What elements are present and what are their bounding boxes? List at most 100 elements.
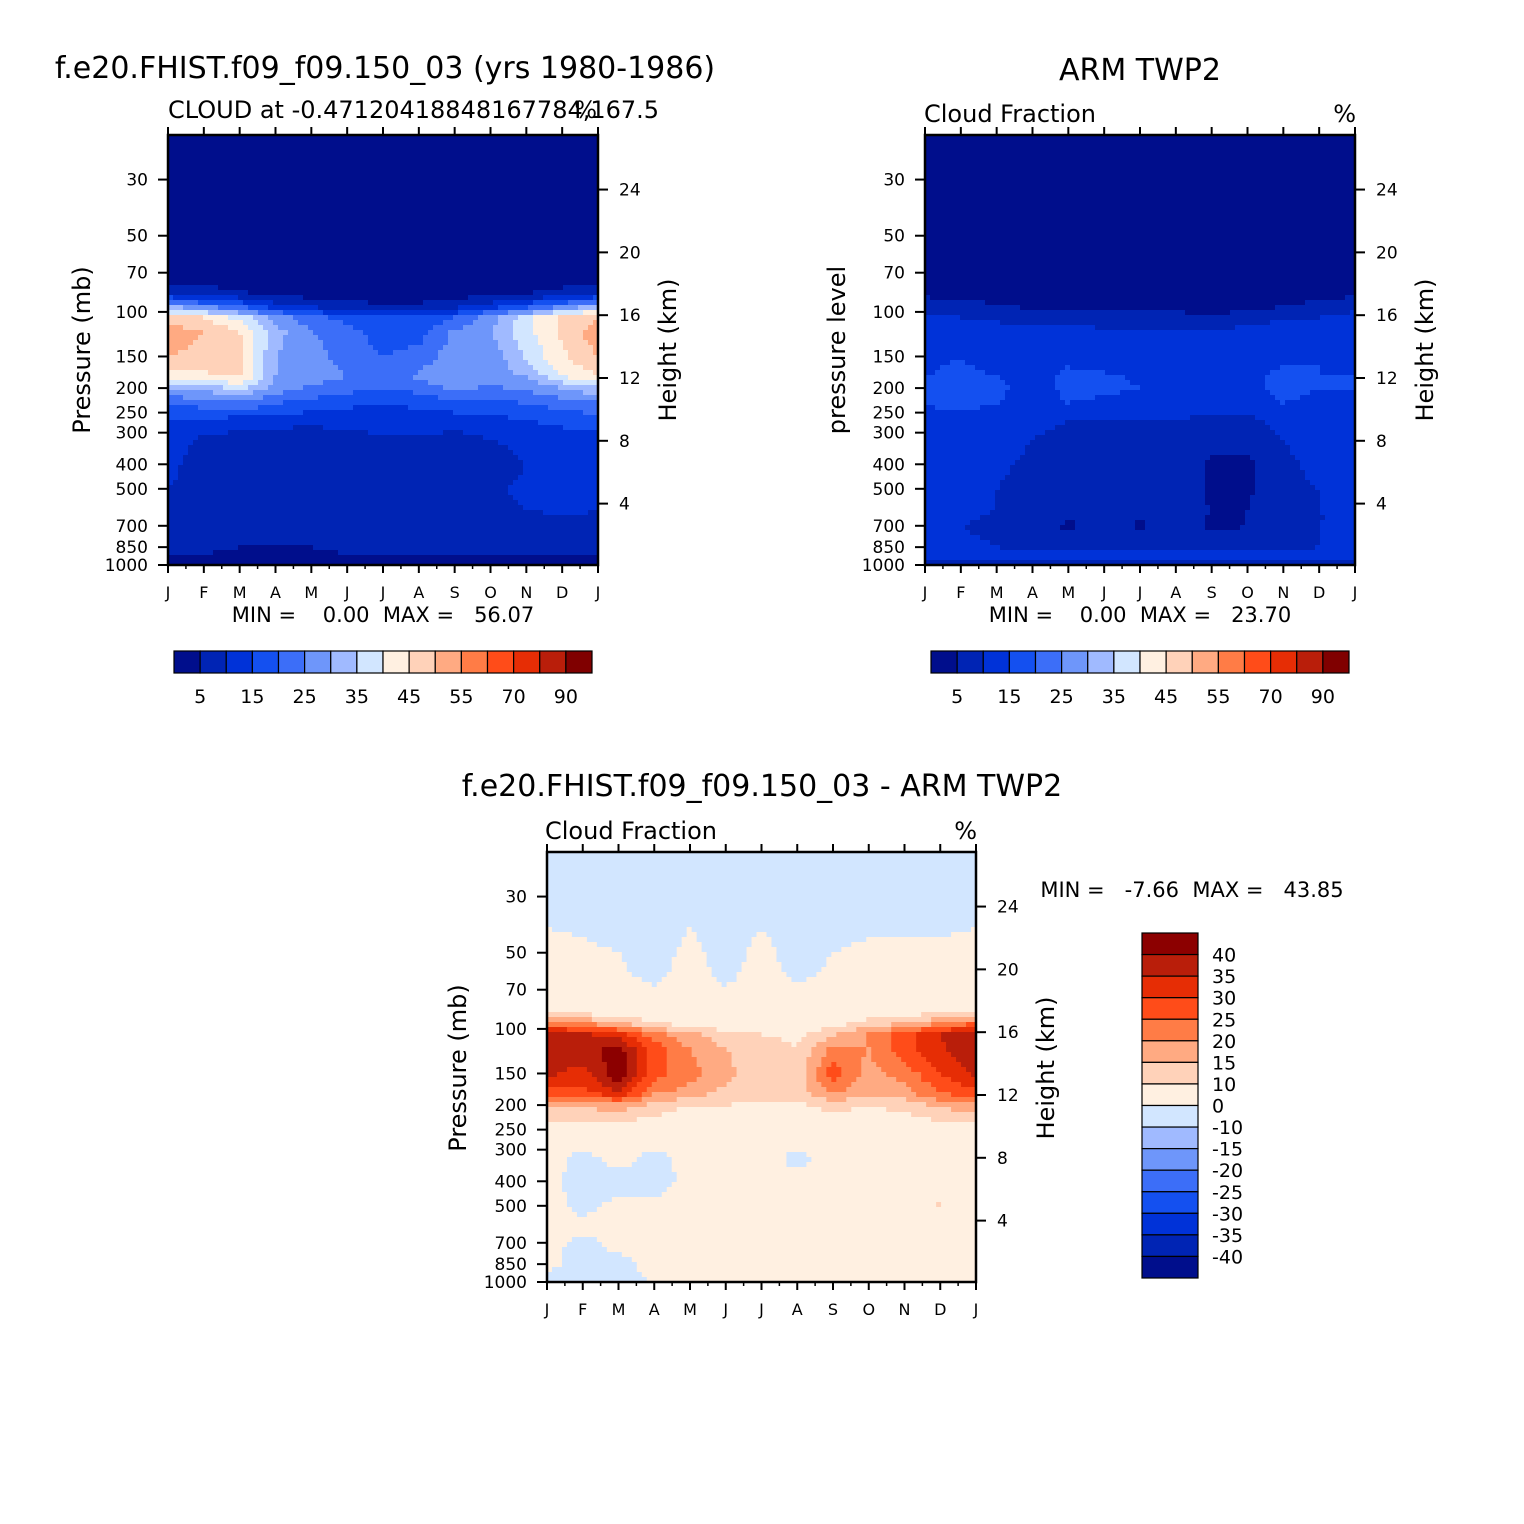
contour-cell — [931, 1117, 977, 1123]
x-tick-label: A — [270, 583, 281, 602]
contour-cell — [901, 1057, 927, 1063]
y-tick-label: 250 — [495, 1121, 527, 1141]
contour-cell — [168, 485, 509, 491]
contour-cell — [593, 295, 599, 301]
contour-cell — [691, 1047, 728, 1053]
contour-cell — [736, 977, 793, 983]
contour-cell — [701, 1032, 763, 1038]
contour-cell — [586, 937, 683, 943]
contour-cell — [626, 1067, 638, 1073]
contour-cell — [925, 250, 1356, 256]
contour-cell — [861, 1067, 882, 1073]
contour-cell — [168, 510, 544, 516]
contour-cell — [990, 510, 1211, 516]
contour-cell — [547, 952, 623, 958]
contour-cell — [478, 315, 499, 321]
contour-cell — [448, 330, 494, 336]
contour-cell — [925, 245, 1356, 251]
contour-cell — [925, 350, 1356, 356]
contour-cell — [696, 1062, 733, 1068]
contour-cell — [816, 1077, 832, 1083]
contour-cell — [588, 510, 599, 516]
contour-cell — [676, 952, 708, 958]
contour-cell — [547, 962, 628, 968]
contour-cell — [547, 942, 598, 948]
contour-cell — [631, 1077, 643, 1083]
contour-cell — [666, 972, 713, 978]
contour-cell — [168, 225, 599, 231]
contour-cell — [1305, 475, 1356, 481]
contour-cell — [561, 1247, 608, 1253]
contour-cell — [547, 1047, 603, 1053]
contour-cell — [1320, 520, 1356, 526]
contour-cell — [980, 405, 1356, 411]
contour-cell — [543, 510, 589, 516]
contour-cell — [168, 375, 254, 381]
x-tick-label: A — [1170, 583, 1181, 602]
colorbar-swatch — [1141, 1255, 1199, 1279]
contour-cell — [547, 1002, 977, 1008]
contour-cell — [561, 1187, 668, 1193]
contour-cell — [1005, 395, 1061, 401]
contour-cell — [248, 305, 269, 311]
contour-cell — [925, 315, 961, 321]
contour-cell — [208, 310, 239, 316]
contour-cell — [606, 1247, 977, 1253]
contour-cell — [671, 1162, 788, 1168]
contour-cell — [936, 1087, 977, 1093]
contour-cell — [861, 1057, 872, 1063]
contour-cell — [533, 390, 584, 396]
panel-obs-ylabel: pressure level — [823, 266, 851, 434]
contour-cell — [716, 1042, 793, 1048]
contour-cell — [273, 375, 344, 381]
contour-cell — [586, 1212, 977, 1218]
contour-cell — [886, 1072, 922, 1078]
contour-cell — [666, 1187, 977, 1193]
contour-cell — [1010, 470, 1206, 476]
contour-cell — [925, 215, 1356, 221]
contour-cell — [168, 530, 599, 536]
contour-cell — [1205, 520, 1246, 526]
contour-cell — [547, 852, 977, 858]
contour-cell — [558, 330, 584, 336]
contour-cell — [925, 285, 1356, 291]
contour-cell — [168, 350, 179, 356]
contour-cell — [168, 200, 599, 206]
contour-cell — [168, 560, 599, 566]
contour-cell — [168, 470, 179, 476]
colorbar-swatch — [565, 650, 593, 674]
contour-cell — [985, 370, 1061, 376]
colorbar-label: -20 — [1212, 1160, 1243, 1182]
contour-cell — [263, 375, 274, 381]
contour-cell — [806, 1087, 827, 1093]
x-tick-label: J — [165, 583, 171, 602]
contour-cell — [168, 205, 599, 211]
contour-cell — [547, 1167, 568, 1173]
contour-cell — [806, 1062, 822, 1068]
contour-cell — [925, 525, 966, 531]
contour-cell — [583, 390, 599, 396]
contour-cell — [543, 345, 564, 351]
contour-cell — [563, 345, 594, 351]
contour-cell — [906, 1062, 932, 1068]
contour-cell — [547, 1227, 977, 1233]
contour-cell — [776, 957, 827, 963]
contour-cell — [666, 1057, 698, 1063]
contour-cell — [168, 430, 229, 436]
contour-cell — [547, 932, 573, 938]
contour-cell — [631, 1022, 673, 1028]
panel-obs-title: ARM TWP2 — [1059, 53, 1221, 88]
contour-cell — [213, 390, 254, 396]
contour-cell — [1265, 375, 1356, 381]
contour-cell — [513, 450, 599, 456]
contour-cell — [1010, 385, 1056, 391]
contour-cell — [533, 315, 559, 321]
contour-cell — [547, 972, 633, 978]
panel-obs-subtitle: Cloud Fraction — [924, 100, 1096, 128]
contour-cell — [238, 295, 304, 301]
contour-cell — [831, 1077, 837, 1083]
contour-cell — [368, 340, 424, 346]
contour-cell — [547, 1177, 563, 1183]
contour-cell — [925, 280, 1356, 286]
